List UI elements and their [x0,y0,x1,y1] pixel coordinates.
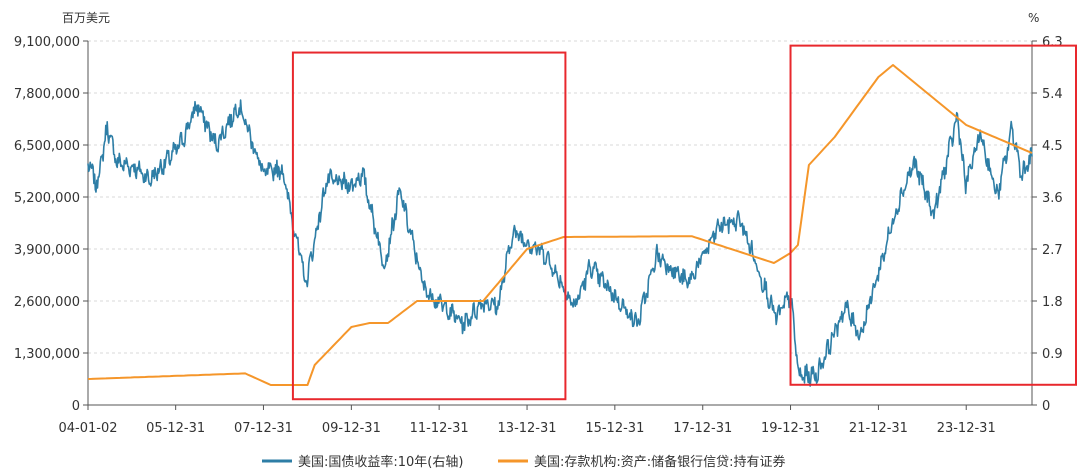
left-tick-label: 2,600,000 [14,295,80,310]
x-tick-label: 11-12-31 [410,421,469,436]
x-tick-label: 05-12-31 [146,421,205,436]
right-tick-label: 0 [1042,399,1050,414]
legend-label-securities: 美国:存款机构:资产:储备银行信贷:持有证券 [534,454,786,470]
right-tick-label: 4.5 [1042,139,1063,154]
x-tick-label: 15-12-31 [585,421,644,436]
x-axis: 04-01-02 05-12-31 07-12-31 09-12-31 11-12-31… [58,404,1032,436]
left-tick-label: 0 [72,399,80,414]
highlight-box [291,51,567,401]
right-tick-label: 6.3 [1042,35,1063,50]
x-tick-label: 13-12-31 [498,421,557,436]
highlight-boxes [291,44,1077,401]
grid-lines [88,40,1032,354]
x-tick-label: 09-12-31 [322,421,381,436]
legend-item-securities: 美国:存款机构:资产:储备银行信贷:持有证券 [498,454,786,470]
right-tick-label: 3.6 [1042,191,1063,206]
left-tick-label: 3,900,000 [14,243,80,258]
x-tick-label: 04-01-02 [58,421,117,436]
right-unit-label: % [1028,11,1039,25]
x-tick-label: 07-12-31 [234,421,293,436]
series-line-yield [87,99,1033,387]
x-tick-label: 19-12-31 [761,421,820,436]
legend: 美国:国债收益率:10年(右轴) 美国:存款机构:资产:储备银行信贷:持有证券 [262,454,786,470]
right-tick-label: 2.7 [1042,243,1063,258]
legend-label-yield: 美国:国债收益率:10年(右轴) [298,454,463,470]
series-lines [87,64,1033,387]
right-tick-label: 0.9 [1042,347,1063,362]
right-tick-label: 5.4 [1042,87,1063,102]
x-tick-label: 23-12-31 [937,421,996,436]
x-tick-label: 17-12-31 [673,421,732,436]
left-tick-label: 7,800,000 [14,87,80,102]
left-tick-label: 9,100,000 [14,35,80,50]
legend-item-yield: 美国:国债收益率:10年(右轴) [262,454,463,470]
series-line-securities [87,64,1033,386]
x-tick-label: 21-12-31 [849,421,908,436]
left-unit-label: 百万美元 [62,11,110,25]
right-axis: 0 0.9 1.8 2.7 3.6 4.5 5.4 6.3 [1031,35,1063,414]
right-tick-label: 1.8 [1042,295,1063,310]
left-tick-label: 5,200,000 [14,191,80,206]
left-axis: 0 1,300,000 2,600,000 3,900,000 5,200,000 6,5… [14,35,89,414]
left-tick-label: 1,300,000 [14,347,80,362]
left-tick-label: 6,500,000 [14,139,80,154]
highlight-box [789,44,1077,386]
